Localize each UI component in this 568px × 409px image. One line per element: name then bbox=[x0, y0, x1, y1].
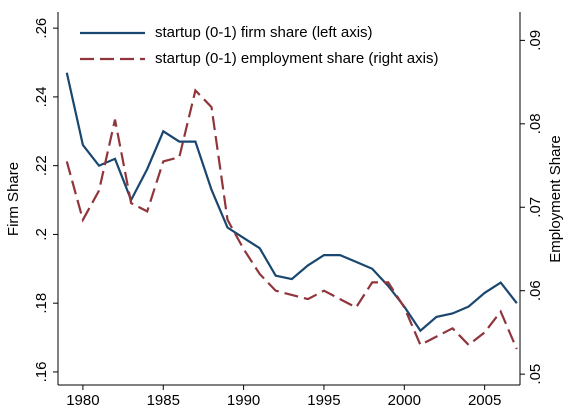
y2-tick-label: .08 bbox=[527, 113, 544, 134]
y-tick-label: .22 bbox=[33, 155, 50, 176]
x-tick-label: 2000 bbox=[388, 392, 421, 409]
series-line bbox=[65, 72, 518, 333]
y-tick-label: .16 bbox=[33, 362, 50, 383]
x-tick-label: 1990 bbox=[227, 392, 260, 409]
x-tick-label: 1980 bbox=[66, 392, 99, 409]
y-tick-label: .2 bbox=[33, 228, 50, 241]
x-tick-label: 1985 bbox=[147, 392, 180, 409]
y2-tick-label: .07 bbox=[527, 197, 544, 218]
legend-label: startup (0-1) employment share (right ax… bbox=[155, 50, 438, 67]
series-line bbox=[65, 88, 518, 350]
y-axis-label: Firm Share bbox=[5, 162, 22, 236]
x-tick-label: 2005 bbox=[468, 392, 501, 409]
y-tick-label: .26 bbox=[33, 18, 50, 39]
y-tick-label: .18 bbox=[33, 293, 50, 314]
x-tick-label: 1995 bbox=[307, 392, 340, 409]
y2-tick-label: .09 bbox=[527, 30, 544, 51]
y-tick-label: .24 bbox=[33, 86, 50, 107]
y2-tick-label: .05 bbox=[527, 364, 544, 385]
y2-axis-label: Employment Share bbox=[547, 135, 564, 263]
legend-label: startup (0-1) firm share (left axis) bbox=[155, 24, 373, 41]
y2-tick-label: .06 bbox=[527, 280, 544, 301]
